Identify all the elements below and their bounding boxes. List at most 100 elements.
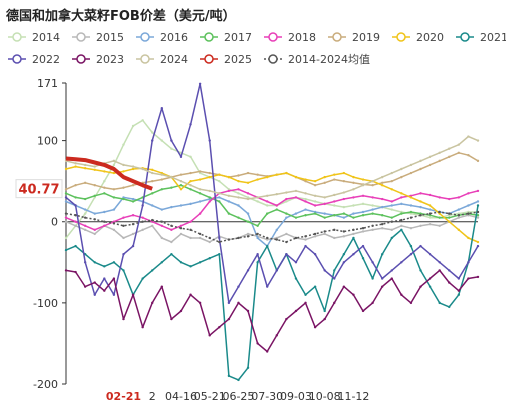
series-point: [380, 277, 384, 280]
series-point: [112, 163, 116, 167]
series-point: [83, 181, 87, 184]
series-point: [208, 200, 211, 203]
series-point: [438, 224, 441, 227]
series-point: [189, 184, 192, 187]
series-point: [246, 309, 250, 313]
series-point: [448, 155, 451, 159]
series-point: [419, 285, 422, 288]
legend-label: 2025: [224, 53, 252, 66]
x-tick-label: 2: [149, 390, 156, 403]
series-point: [419, 224, 422, 227]
series-point: [189, 155, 192, 159]
legend-marker: [268, 54, 278, 64]
series-point: [438, 269, 441, 272]
series-point: [266, 200, 269, 203]
series-point: [294, 196, 298, 199]
series-point: [380, 222, 384, 226]
series-point: [64, 269, 68, 272]
legend-marker: [204, 32, 214, 42]
series-point: [371, 261, 374, 264]
series-point: [304, 235, 307, 238]
series-line: [65, 165, 479, 243]
legend-marker: [460, 32, 470, 42]
series-point: [304, 214, 307, 217]
series-point: [313, 184, 317, 187]
series-point: [371, 179, 374, 183]
series-point: [83, 224, 87, 227]
series-point: [179, 232, 183, 236]
series-point: [266, 244, 269, 248]
series-point: [294, 175, 298, 179]
series-point: [323, 175, 326, 179]
series-point: [131, 293, 135, 296]
series-point: [160, 178, 164, 181]
series-point: [438, 159, 441, 163]
series-point: [304, 200, 307, 203]
series-point: [448, 147, 451, 150]
series-point: [122, 170, 125, 173]
series-point: [64, 248, 68, 252]
series-point: [122, 197, 125, 201]
series-point: [419, 167, 422, 171]
series-point: [467, 261, 470, 264]
series-point: [428, 212, 432, 215]
series-point: [131, 165, 135, 168]
series-point: [179, 179, 183, 183]
series-point: [83, 228, 87, 232]
series-point: [390, 204, 393, 207]
series-point: [256, 236, 259, 240]
series-point: [74, 165, 77, 168]
series-point: [304, 192, 307, 195]
series-point: [409, 227, 413, 230]
series-point: [476, 214, 480, 217]
legend-label: 2024: [160, 53, 188, 66]
series-point: [313, 200, 317, 203]
series-point: [266, 285, 269, 288]
series-point: [122, 236, 125, 240]
y-tick-label: 171: [37, 77, 58, 90]
series-point: [400, 218, 403, 222]
series-point: [151, 139, 154, 142]
series-point: [93, 212, 96, 215]
series-point: [390, 188, 393, 191]
series-point: [285, 197, 288, 201]
series-point: [323, 202, 326, 206]
series-point: [352, 204, 355, 207]
series-point: [151, 192, 154, 195]
series-point: [103, 289, 106, 292]
series-point: [333, 193, 336, 197]
series-point: [428, 193, 432, 197]
series-point: [419, 159, 422, 163]
series-point: [208, 196, 211, 199]
series-point: [352, 236, 355, 240]
legend-marker: [140, 32, 150, 42]
series-point: [275, 192, 278, 196]
series-point: [448, 212, 451, 215]
series-point: [151, 269, 154, 272]
series-point: [285, 240, 288, 244]
series-point: [266, 204, 269, 207]
series-point: [112, 171, 116, 175]
series-point: [371, 208, 374, 211]
series-point: [448, 281, 451, 284]
series-point: [256, 200, 259, 203]
series-point: [285, 216, 288, 219]
series-point: [179, 204, 183, 207]
series-point: [256, 173, 259, 176]
series-point: [189, 220, 192, 223]
series-point: [323, 269, 326, 272]
series-point: [371, 184, 374, 187]
series-point: [189, 171, 192, 175]
series-point: [448, 305, 451, 309]
series-point: [198, 170, 202, 173]
series-point: [304, 178, 307, 181]
series-point: [64, 212, 68, 215]
series-point: [160, 188, 164, 191]
series-point: [409, 171, 413, 175]
series-point: [160, 106, 164, 110]
x-tick-label: 10-08: [309, 390, 341, 403]
x-tick-label: 06-25: [222, 390, 254, 403]
series-point: [285, 212, 288, 215]
series-point: [361, 214, 365, 217]
